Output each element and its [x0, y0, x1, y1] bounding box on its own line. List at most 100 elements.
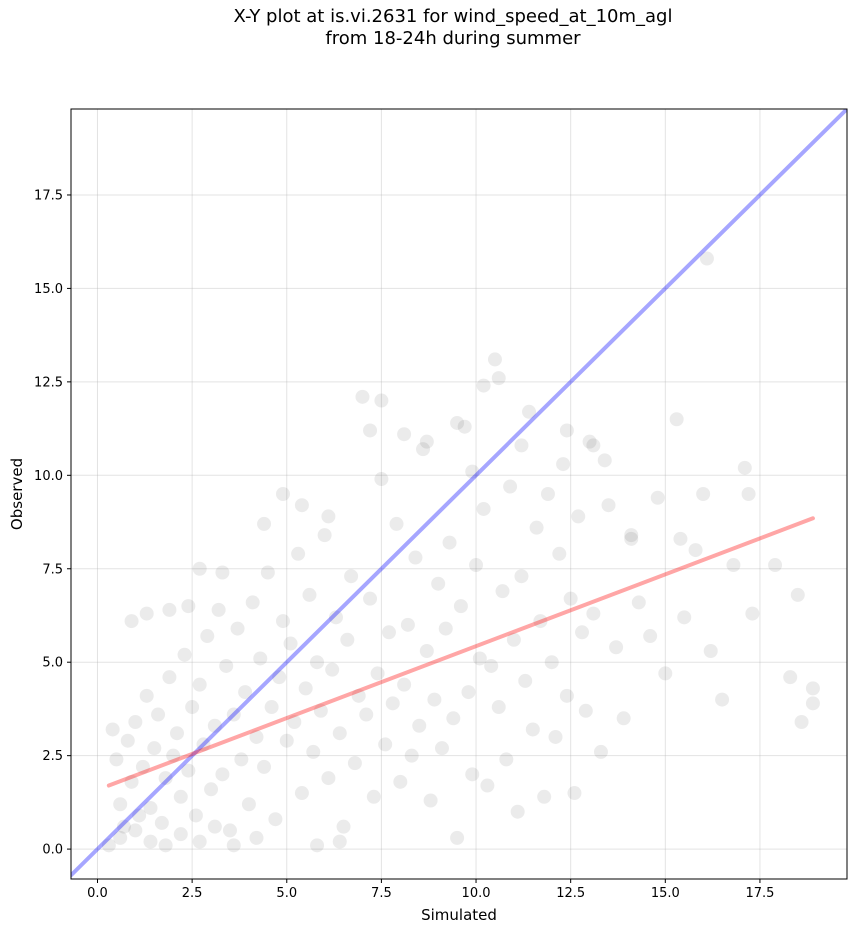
data-point-40: [257, 759, 272, 774]
data-point-89: [442, 535, 457, 550]
data-point-167: [215, 565, 230, 580]
data-point-96: [469, 558, 484, 573]
data-point-134: [643, 629, 658, 644]
y-tick-label-7: 17.5: [34, 188, 63, 203]
data-point-66: [355, 389, 370, 404]
data-point-14: [158, 771, 173, 786]
data-point-8: [135, 759, 150, 774]
y-tick-label-5: 12.5: [34, 375, 63, 390]
data-point-94: [461, 685, 476, 700]
data-point-59: [328, 610, 343, 625]
data-point-119: [556, 457, 571, 472]
data-point-148: [794, 715, 809, 730]
data-point-176: [450, 415, 465, 430]
data-point-52: [302, 587, 317, 602]
data-point-19: [177, 647, 192, 662]
data-point-17: [169, 726, 184, 741]
x-axis-ticks: 0.0 2.5 5.0 7.5 10.0 12.5 15.0 17.5: [87, 879, 774, 901]
data-point-182: [586, 438, 601, 453]
data-point-183: [597, 453, 612, 468]
chart-title-line-1: X-Y plot at is.vi.2631 for wind_speed_at…: [233, 6, 673, 27]
data-point-6: [128, 715, 143, 730]
data-point-28: [211, 602, 226, 617]
data-point-26: [204, 782, 219, 797]
data-point-15: [162, 670, 177, 685]
data-point-3: [116, 819, 131, 834]
x-tick-label-1: 2.5: [182, 886, 203, 901]
data-point-22: [188, 808, 203, 823]
data-point-80: [408, 550, 423, 565]
data-point-162: [124, 614, 139, 629]
x-tick-label-3: 7.5: [371, 886, 392, 901]
data-point-34: [234, 752, 249, 767]
data-point-186: [696, 487, 711, 501]
data-point-146: [768, 558, 783, 573]
data-point-112: [529, 520, 544, 535]
data-point-187: [741, 487, 756, 501]
data-point-156: [192, 834, 207, 849]
data-point-161: [332, 834, 347, 849]
data-point-41: [260, 565, 275, 580]
data-point-122: [567, 786, 582, 801]
data-point-163: [139, 606, 154, 621]
data-point-24: [196, 737, 211, 752]
data-point-98: [476, 501, 491, 516]
data-point-43: [268, 812, 283, 827]
data-point-152: [128, 823, 143, 838]
data-point-126: [582, 434, 597, 449]
data-point-42: [264, 700, 279, 715]
data-point-70: [370, 666, 385, 681]
data-point-175: [419, 434, 434, 449]
data-point-118: [552, 546, 567, 561]
data-point-93: [457, 419, 472, 434]
x-tick-label-7: 17.5: [745, 886, 774, 901]
data-point-137: [669, 412, 684, 427]
y-tick-label-6: 15.0: [34, 282, 63, 297]
data-point-165: [181, 599, 196, 614]
data-point-173: [374, 393, 389, 408]
data-point-188: [790, 587, 805, 602]
x-tick-label-5: 12.5: [556, 886, 585, 901]
y-tick-label-4: 10.0: [34, 469, 63, 484]
plot-frame: [70, 108, 848, 880]
data-point-68: [363, 591, 378, 606]
data-point-27: [207, 718, 222, 733]
data-point-154: [158, 838, 173, 853]
y-tick-label-2: 5.0: [42, 656, 63, 671]
data-point-103: [495, 584, 510, 599]
data-point-83: [419, 643, 434, 658]
grid-lines: [71, 109, 847, 879]
data-point-91: [450, 830, 465, 845]
data-point-0: [105, 722, 120, 737]
data-point-29: [215, 767, 230, 782]
data-point-101: [487, 352, 502, 367]
data-point-55: [313, 703, 328, 718]
data-point-63: [344, 569, 359, 584]
data-point-2: [113, 797, 128, 812]
data-point-150: [101, 838, 116, 853]
data-point-140: [699, 251, 714, 266]
data-point-127: [586, 606, 601, 621]
data-point-81: [412, 718, 427, 733]
data-point-67: [359, 707, 374, 722]
data-point-189: [805, 696, 820, 711]
data-point-138: [677, 610, 692, 625]
data-point-46: [279, 733, 294, 748]
data-point-77: [397, 677, 412, 692]
data-point-184: [624, 528, 639, 543]
data-point-13: [154, 815, 169, 830]
data-point-131: [616, 711, 631, 726]
data-point-50: [294, 786, 309, 801]
data-point-39: [253, 651, 268, 666]
chart-title: X-Y plot at is.vi.2631 for wind_speed_at…: [0, 6, 856, 50]
data-point-23: [192, 677, 207, 692]
data-point-79: [404, 748, 419, 763]
data-point-87: [434, 741, 449, 756]
data-point-111: [525, 722, 540, 737]
data-point-61: [336, 819, 351, 834]
one-to-one-line: [71, 109, 847, 878]
data-point-54: [310, 655, 325, 670]
data-point-9: [139, 688, 154, 703]
data-point-12: [151, 707, 166, 722]
x-tick-label-0: 0.0: [87, 886, 108, 901]
